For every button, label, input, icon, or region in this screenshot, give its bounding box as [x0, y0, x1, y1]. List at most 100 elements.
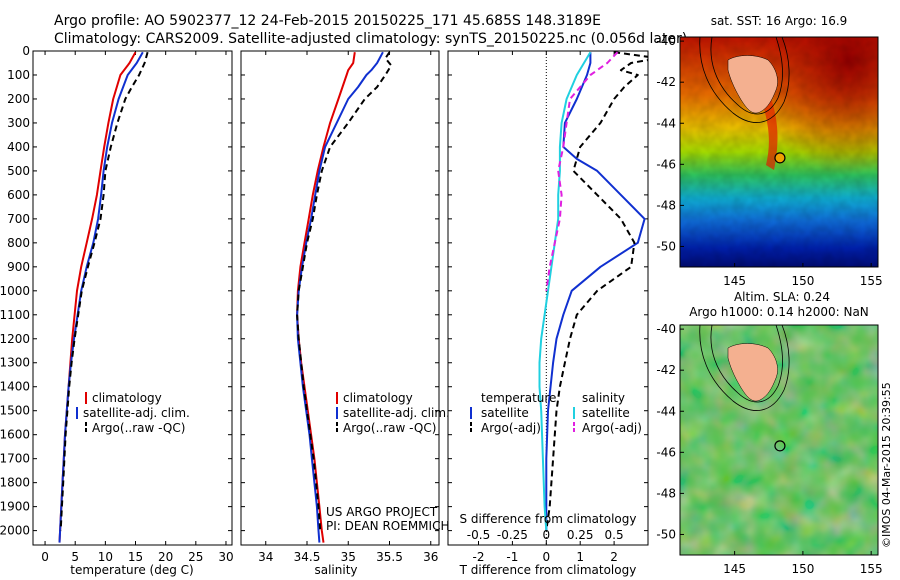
x-tick-label: 35.5	[376, 550, 403, 564]
imos-credit: ©IMOS 04-Mar-2015 20:39:55	[880, 382, 893, 548]
lon-tick-label: 145	[723, 562, 746, 576]
lat-tick-label: -48	[656, 198, 676, 212]
sst-field	[680, 37, 878, 267]
x-tick-label: 30	[218, 550, 233, 564]
depth-tick-label: 500	[7, 164, 30, 178]
s-diff-tick-label: -0.5	[467, 528, 490, 542]
sla-map-title: Altim. SLA: 0.24	[734, 290, 830, 304]
series-line-satellite-adj-clim	[58, 51, 144, 543]
temperature-axes-box	[32, 50, 233, 546]
t-difference-label: T difference from climatology	[459, 563, 637, 577]
x-tick-label: 20	[158, 550, 173, 564]
salinity-xlabel: salinity	[314, 563, 357, 577]
lat-tick-label: -46	[656, 445, 676, 459]
temperature-x-axis: 0 5 10 15 20 25 30	[41, 51, 234, 564]
project-note-line1: US ARGO PROJECT	[326, 505, 438, 519]
argo-position-marker	[774, 440, 786, 452]
sla-contour-2	[699, 325, 790, 411]
legend-label-climatology: climatology	[343, 391, 413, 405]
tasmania-landmass	[727, 55, 778, 114]
difference-depth-ticks	[448, 50, 648, 532]
depth-tick-label: 700	[7, 212, 30, 226]
temperature-series	[58, 51, 149, 543]
difference-panel: -2 -1 0 1 2 temperature salinity satellite s…	[447, 50, 649, 577]
salinity-series	[296, 51, 393, 543]
series-line-t-satellite	[545, 52, 646, 531]
x-tick-label: 5	[71, 550, 79, 564]
x-tick-label: 0	[41, 550, 49, 564]
lat-tick-label: -40	[656, 34, 676, 48]
depth-tick-label: 2000	[0, 524, 30, 538]
depth-tick-label: 1500	[0, 404, 30, 418]
sla-map-subtitle: Argo h1000: 0.14 h2000: NaN	[689, 305, 869, 319]
s-diff-tick-label: 0.5	[605, 528, 624, 542]
depth-tick-label: 1900	[0, 500, 30, 514]
difference-legend: temperature salinity satellite satellite…	[470, 391, 642, 435]
sla-field	[680, 325, 878, 555]
sst-longitude-axis: 145 150 155	[723, 263, 883, 288]
title-line2: Climatology: CARS2009. Satellite-adjuste…	[54, 31, 687, 47]
lat-tick-label: -50	[656, 527, 676, 541]
lat-tick-label: -42	[656, 363, 676, 377]
series-line-s-satellite	[538, 51, 592, 531]
sst-latitude-axis: -40 -42 -44 -46 -48 -50	[656, 34, 684, 253]
legend-label-argo: Argo(..raw -QC)	[343, 421, 436, 435]
project-note-line2: PI: DEAN ROEMMICH	[326, 519, 449, 533]
depth-axis: 0 100 200 300 400 500 600 700 800 900 1000 1100 1200…	[0, 44, 232, 538]
sst-map-title: sat. SST: 16 Argo: 16.9	[711, 14, 848, 28]
depth-tick-label: 400	[7, 140, 30, 154]
legend-label-climatology: climatology	[92, 391, 162, 405]
s-difference-label: S difference from climatology	[460, 512, 637, 526]
temperature-panel: 0100200300400500600700800900100011001200…	[0, 44, 234, 577]
lat-tick-label: -48	[656, 486, 676, 500]
x-tick-label: 34.5	[294, 550, 321, 564]
depth-tick-label: 0	[22, 44, 30, 58]
sla-contour	[710, 325, 783, 403]
x-tick-label: -1	[506, 550, 518, 564]
salinity-panel: 34 34.5 35 35.5 36 climatology satellite-adj…	[240, 50, 450, 577]
legend-label-satellite: satellite-adj. clim.	[343, 406, 450, 420]
salinity-difference-ticks: -0.5 -0.25 0 0.25 0.5	[467, 528, 624, 542]
sla-longitude-axis: 145 150 155	[723, 551, 883, 576]
x-tick-label: 10	[98, 550, 113, 564]
x-tick-label: 15	[128, 550, 143, 564]
s-diff-tick-label: 0.25	[567, 528, 594, 542]
legend-label-satellite: satellite-adj. clim.	[83, 406, 190, 420]
difference-x-axis: -2 -1 0 1 2	[473, 51, 618, 564]
salinity-depth-ticks	[241, 50, 439, 532]
depth-tick-label: 1000	[0, 284, 30, 298]
temperature-legend: climatology satellite-adj. clim. Argo(..…	[76, 391, 190, 435]
depth-tick-label: 300	[7, 116, 30, 130]
lat-tick-label: -44	[656, 404, 676, 418]
series-line-t-argo-adj	[545, 51, 648, 531]
difference-axes-box	[447, 50, 649, 546]
lat-tick-label: -44	[656, 116, 676, 130]
depth-tick-label: 600	[7, 188, 30, 202]
sst-map-panel: sat. SST: 16 Argo: 16.9 -40-42-44-46-48-…	[656, 14, 882, 288]
lat-tick-label: -46	[656, 157, 676, 171]
x-tick-label: 36	[423, 550, 438, 564]
tasmania-landmass	[727, 343, 778, 402]
temperature-xlabel: temperature (deg C)	[70, 563, 193, 577]
difference-series	[538, 51, 648, 531]
salinity-legend: climatology satellite-adj. clim. Argo(..…	[336, 391, 450, 435]
x-tick-label: 35	[341, 550, 356, 564]
sla-map-frame	[679, 324, 879, 556]
lon-tick-label: 150	[791, 562, 814, 576]
s-diff-tick-label: -0.25	[497, 528, 528, 542]
legend-temperature-header: temperature	[481, 391, 556, 405]
sst-contour-2	[699, 37, 790, 123]
depth-tick-label: 800	[7, 236, 30, 250]
sst-map-frame	[679, 36, 879, 268]
series-line-argo-raw-qc	[296, 51, 393, 531]
x-tick-label: 34	[258, 550, 273, 564]
legend-label-s-argo: Argo(-adj)	[582, 421, 642, 435]
legend-label-t-argo: Argo(-adj)	[481, 421, 541, 435]
title-line1: Argo profile: AO 5902377_12 24-Feb-2015 …	[54, 13, 601, 29]
argo-position-marker	[774, 152, 786, 164]
legend-label-argo: Argo(..raw -QC)	[92, 421, 185, 435]
x-tick-label: 0	[542, 550, 550, 564]
depth-tick-label: 1800	[0, 476, 30, 490]
depth-tick-label: 1300	[0, 356, 30, 370]
lon-tick-label: 150	[791, 274, 814, 288]
